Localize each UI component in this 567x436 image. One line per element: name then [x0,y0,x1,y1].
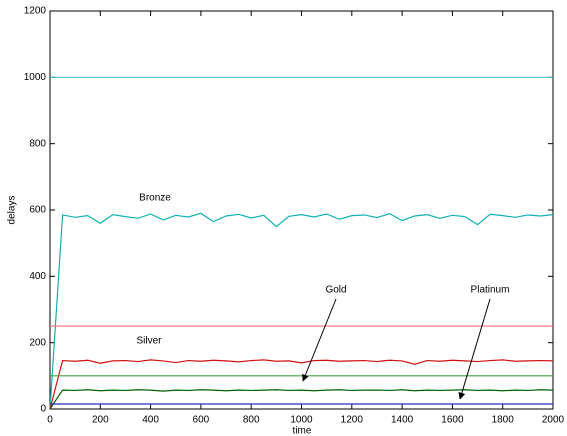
y-tick-label: 400 [29,271,46,282]
x-tick-label: 800 [243,415,260,426]
annotation: Platinum [471,285,510,296]
y-tick-label: 600 [29,205,46,216]
x-tick-label: 1200 [341,415,364,426]
x-tick-label: 600 [193,415,210,426]
x-tick-label: 1000 [290,415,313,426]
y-tick-label: 1000 [24,72,47,83]
x-tick-label: 1800 [492,415,515,426]
y-axis-label: delays [7,196,18,225]
annotation-arrow [458,298,491,400]
x-tick-label: 1400 [391,415,414,426]
series-line [49,389,554,410]
y-tick-label: 0 [40,404,46,415]
y-tick-label: 800 [29,138,46,149]
y-tick-label: 200 [29,337,46,348]
annotation: Gold [325,285,346,296]
x-tick-label: 400 [142,415,159,426]
series-line [49,359,554,410]
series-line [49,212,554,410]
annotation: Silver [136,336,162,347]
x-tick-label: 1600 [441,415,464,426]
x-tick-label: 200 [92,415,109,426]
annotation: Bronze [139,193,171,204]
annotation-arrow [302,298,337,382]
x-tick-label: 0 [47,415,53,426]
x-axis-label: time [293,426,312,436]
y-tick-label: 1200 [24,6,47,17]
plot-frame [49,10,554,410]
x-tick-label: 2000 [542,415,565,426]
